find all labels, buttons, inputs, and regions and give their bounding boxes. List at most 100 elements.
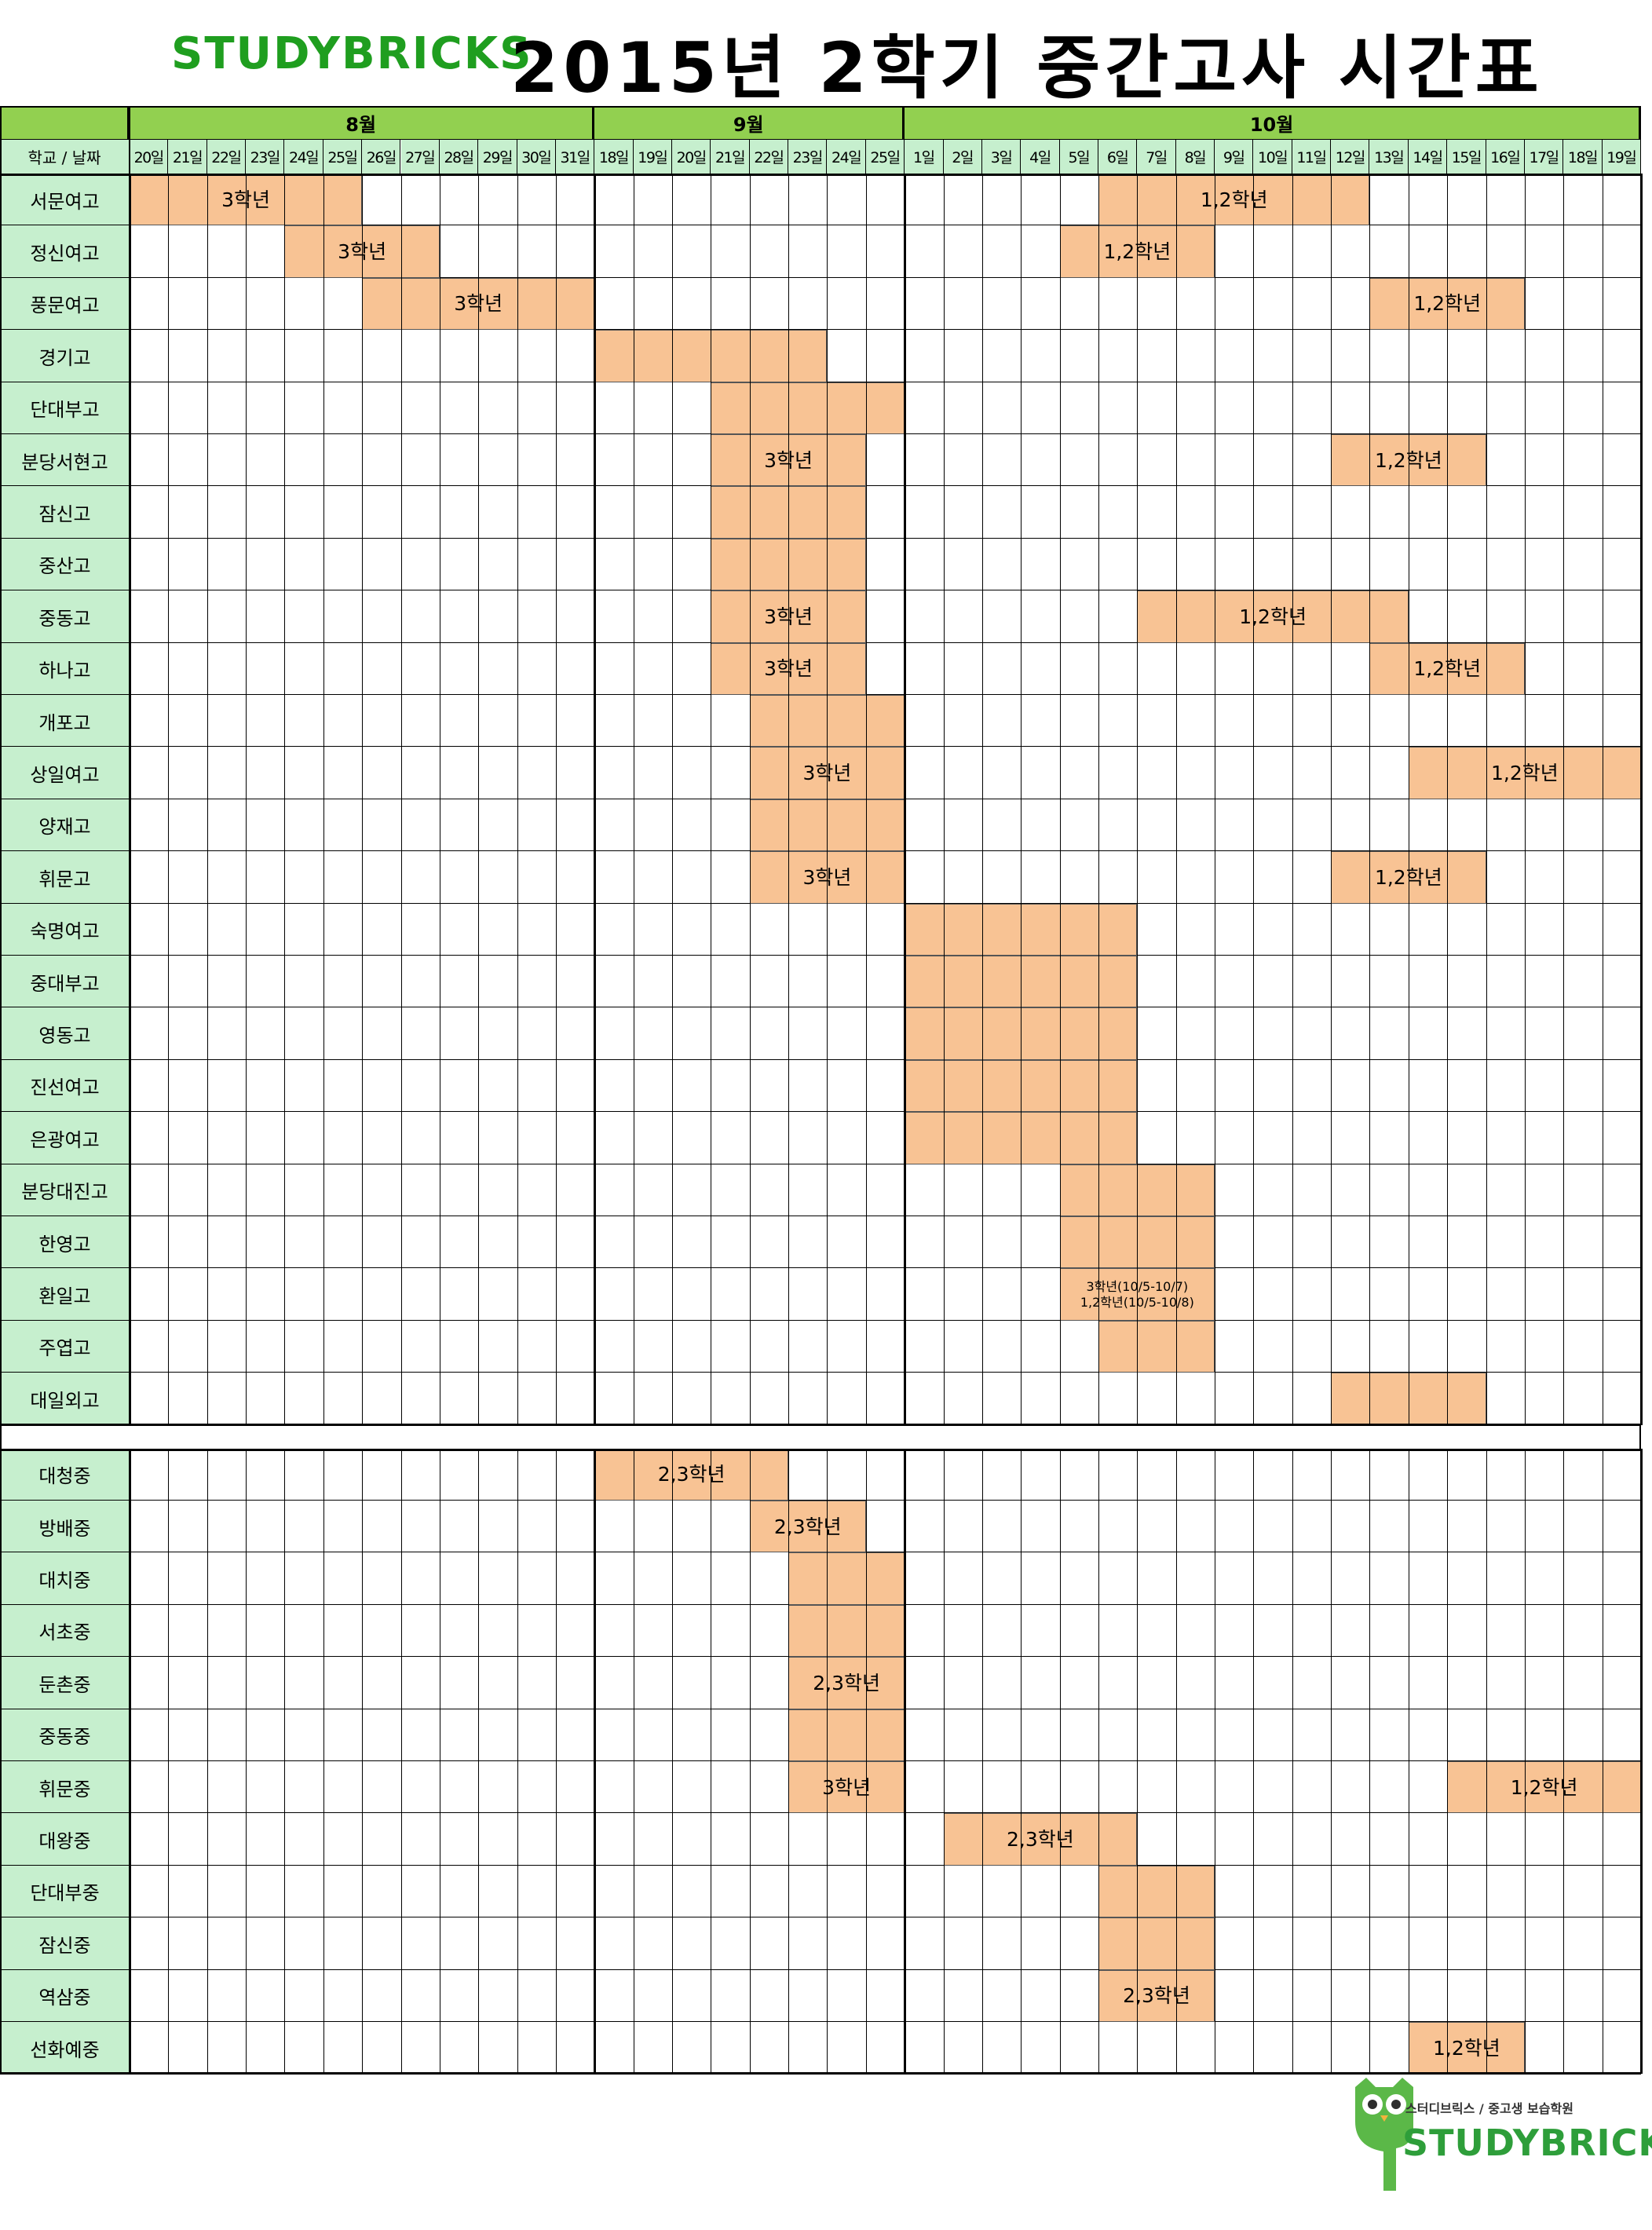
day-divider: [1447, 174, 1449, 1425]
day-divider: [323, 1448, 324, 2075]
day-divider: [749, 174, 751, 1425]
day-header: 21일: [168, 139, 207, 174]
corner-month-blank: [0, 106, 130, 139]
footer-logo: [1349, 2073, 1632, 2191]
school-name-cell: 단대부중: [0, 1865, 130, 1918]
day-header: 17일: [1524, 139, 1564, 174]
day-divider: [1563, 174, 1565, 1425]
exam-period-block: 3학년: [711, 434, 866, 487]
exam-period-block: 1,2학년: [1369, 277, 1525, 331]
day-header: 4일: [1021, 139, 1060, 174]
exam-period-block: 3학년: [362, 277, 595, 331]
header-mid-border: [0, 139, 1641, 140]
day-divider: [1253, 1448, 1255, 2075]
day-divider: [478, 174, 480, 1425]
day-divider: [1524, 1448, 1526, 2075]
month-divider: [1640, 1448, 1643, 2075]
exam-period-block: 2,3학년: [788, 1657, 905, 1709]
footer-subtitle: 스터디브릭스 / 중고생 보습학원: [1405, 2101, 1573, 2116]
day-divider: [246, 1448, 247, 2075]
day-divider: [168, 1448, 170, 2075]
day-divider: [1447, 1448, 1449, 2075]
row-divider: [0, 1267, 1641, 1269]
exam-period-block: 2,3학년: [1098, 1969, 1215, 2022]
month-divider: [904, 1448, 907, 2075]
section-top-border: [0, 174, 1641, 176]
month-header: 8월: [130, 106, 595, 139]
school-name-cell: 상일여고: [0, 747, 130, 799]
section-bottom-border: [0, 2072, 1641, 2075]
exam-period-block: [1098, 1917, 1215, 1970]
day-header: 28일: [439, 139, 479, 174]
school-name-cell: 잠신중: [0, 1917, 130, 1970]
day-divider: [1292, 1448, 1293, 2075]
exam-period-block: 1,2학년: [1369, 642, 1525, 695]
day-header: 24일: [827, 139, 866, 174]
day-divider: [1175, 174, 1177, 1425]
month-divider: [1640, 174, 1643, 1425]
school-name-cell: 하나고: [0, 642, 130, 695]
exam-period-block: [594, 330, 828, 382]
day-divider: [478, 1448, 480, 2075]
day-header: 21일: [711, 139, 750, 174]
exam-period-block: 3학년: [749, 851, 905, 904]
day-divider: [168, 174, 170, 1425]
school-name-cell: 양재고: [0, 799, 130, 852]
corner-label: 학교 / 날짜: [0, 139, 130, 174]
day-divider: [1059, 1448, 1061, 2075]
school-name-cell: 풍문여고: [0, 277, 130, 331]
page-title: 2015년 2학기 중간고사 시간표: [510, 27, 1544, 108]
row-divider: [0, 1372, 1641, 1373]
day-header: 13일: [1369, 139, 1409, 174]
school-name-cell: 정신여고: [0, 225, 130, 278]
day-divider: [1524, 174, 1526, 1425]
day-divider: [1331, 1448, 1332, 2075]
school-name-cell: 대청중: [0, 1448, 130, 1501]
day-divider: [788, 1448, 790, 2075]
day-header: 25일: [865, 139, 905, 174]
school-name-cell: 휘문고: [0, 851, 130, 904]
school-name-cell: 중산고: [0, 538, 130, 591]
row-divider: [0, 1500, 1641, 1501]
exam-period-block: 2,3학년: [749, 1501, 866, 1553]
day-divider: [1369, 1448, 1371, 2075]
day-header: 9일: [1215, 139, 1254, 174]
exam-period-block: [788, 1709, 905, 1761]
day-divider: [827, 1448, 828, 2075]
row-divider: [0, 329, 1641, 331]
gap-left-border: [0, 1424, 2, 1449]
owl-icon: [1355, 2078, 1413, 2191]
month-divider: [904, 174, 907, 1425]
day-divider: [1486, 174, 1487, 1425]
day-divider: [788, 174, 790, 1425]
school-name-cell: 숙명여고: [0, 903, 130, 956]
exam-period-block: [788, 1604, 905, 1658]
footer-brand: STUDYBRICKS: [1402, 2122, 1652, 2164]
day-divider: [1369, 174, 1371, 1425]
day-divider: [555, 174, 557, 1425]
day-divider: [1292, 174, 1293, 1425]
exam-period-block: [1098, 1320, 1215, 1373]
section-top-border: [0, 1448, 1641, 1451]
header-left-border: [0, 106, 2, 174]
day-header: 27일: [400, 139, 440, 174]
day-divider: [1098, 1448, 1099, 2075]
day-divider: [943, 174, 945, 1425]
row-divider: [0, 1969, 1641, 1970]
day-divider: [284, 174, 286, 1425]
day-divider: [1021, 1448, 1022, 2075]
day-header: 19일: [633, 139, 672, 174]
day-header: 29일: [478, 139, 517, 174]
day-header: 23일: [788, 139, 828, 174]
day-header: 19일: [1602, 139, 1641, 174]
school-name-cell: 둔촌중: [0, 1657, 130, 1709]
school-name-cell: 중대부고: [0, 956, 130, 1008]
school-name-cell: 개포고: [0, 695, 130, 748]
exam-period-block: 1,2학년: [1098, 174, 1370, 226]
exam-period-block: [749, 695, 905, 748]
day-divider: [362, 1448, 364, 2075]
day-divider: [400, 174, 402, 1425]
school-name-cell: 방배중: [0, 1501, 130, 1553]
exam-period-block: [905, 903, 1138, 956]
exam-period-block: 3학년: [284, 225, 440, 278]
